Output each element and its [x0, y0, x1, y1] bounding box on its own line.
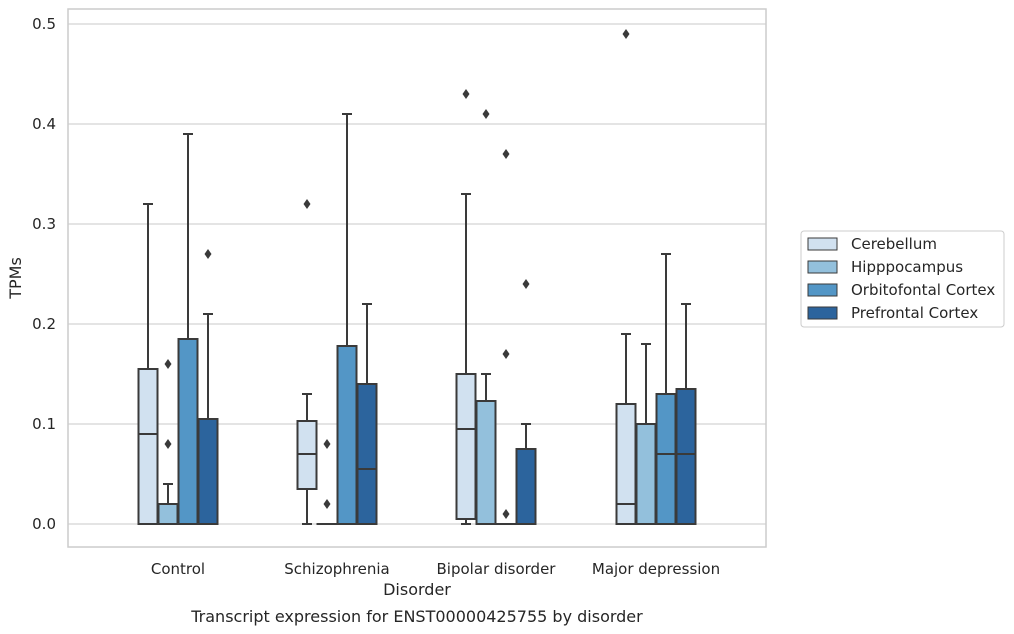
box-0-2: [455, 89, 477, 525]
box-body: [475, 400, 497, 525]
box-0-1: [296, 199, 318, 525]
y-axis-ticks: 0.0 0.1 0.2 0.3 0.4 0.5: [32, 15, 56, 533]
plot-area-border: [67, 8, 767, 548]
x-tick-label: Major depression: [592, 560, 720, 578]
outlier-point: [164, 359, 172, 369]
outlier-point: [482, 109, 490, 119]
legend: Cerebellum Hipppocampus Orbitofontal Corte…: [800, 230, 1005, 328]
x-axis-ticks: Control Schizophrenia Bipolar disorder Majo…: [151, 560, 720, 578]
box-0-0: [137, 203, 159, 525]
legend-label: Orbitofontal Cortex: [851, 281, 995, 299]
legend-label: Cerebellum: [851, 235, 937, 253]
box-body: [655, 393, 677, 525]
box-2-3: [655, 253, 677, 525]
box-body: [675, 388, 697, 525]
outlier-point: [502, 509, 510, 519]
box-body: [336, 345, 358, 525]
y-tick-label: 0.5: [32, 15, 56, 33]
outlier-point: [462, 89, 470, 99]
outlier-point: [622, 29, 630, 39]
y-axis-title: TPMs: [6, 257, 25, 300]
outlier-point: [502, 149, 510, 159]
x-tick-label: Control: [151, 560, 205, 578]
legend-swatch: [807, 260, 838, 274]
box-3-0: [197, 249, 219, 525]
legend-swatch: [807, 237, 838, 251]
box-3-3: [675, 303, 697, 525]
y-tick-label: 0.1: [32, 415, 56, 433]
y-tick-label: 0.0: [32, 515, 56, 533]
legend-label: Hipppocampus: [851, 258, 963, 276]
outlier-point: [303, 199, 311, 209]
box-body: [515, 448, 537, 525]
box-0-3: [615, 29, 637, 525]
outlier-point: [323, 499, 331, 509]
box-3-2: [515, 279, 537, 525]
x-tick-label: Bipolar disorder: [437, 560, 557, 578]
y-tick-label: 0.4: [32, 115, 56, 133]
box-body: [455, 373, 477, 520]
outlier-point: [502, 349, 510, 359]
x-axis-title: Disorder: [383, 580, 451, 599]
box-1-2: [475, 109, 497, 525]
y-tick-label: 0.3: [32, 215, 56, 233]
box-body: [157, 503, 179, 525]
outlier-point: [164, 439, 172, 449]
box-body: [635, 423, 657, 525]
chart-caption: Transcript expression for ENST0000042575…: [190, 607, 643, 626]
legend-swatch: [807, 306, 838, 320]
box-1-1: [316, 439, 338, 526]
x-tick-label: Schizophrenia: [284, 560, 389, 578]
box-body: [615, 403, 637, 525]
outlier-point: [204, 249, 212, 259]
box-3-1: [356, 303, 378, 525]
box-body: [137, 368, 159, 525]
box-body: [197, 418, 219, 525]
y-tick-label: 0.2: [32, 315, 56, 333]
legend-swatch: [807, 283, 838, 297]
box-2-1: [336, 113, 358, 525]
box-1-0: [157, 359, 179, 525]
box-body: [177, 338, 199, 525]
legend-label: Prefrontal Cortex: [851, 304, 978, 322]
box-body: [356, 383, 378, 525]
box-1-3: [635, 343, 657, 525]
outlier-point: [522, 279, 530, 289]
outlier-point: [323, 439, 331, 449]
legend-frame: [800, 230, 1005, 328]
boxes-layer: [137, 29, 697, 526]
